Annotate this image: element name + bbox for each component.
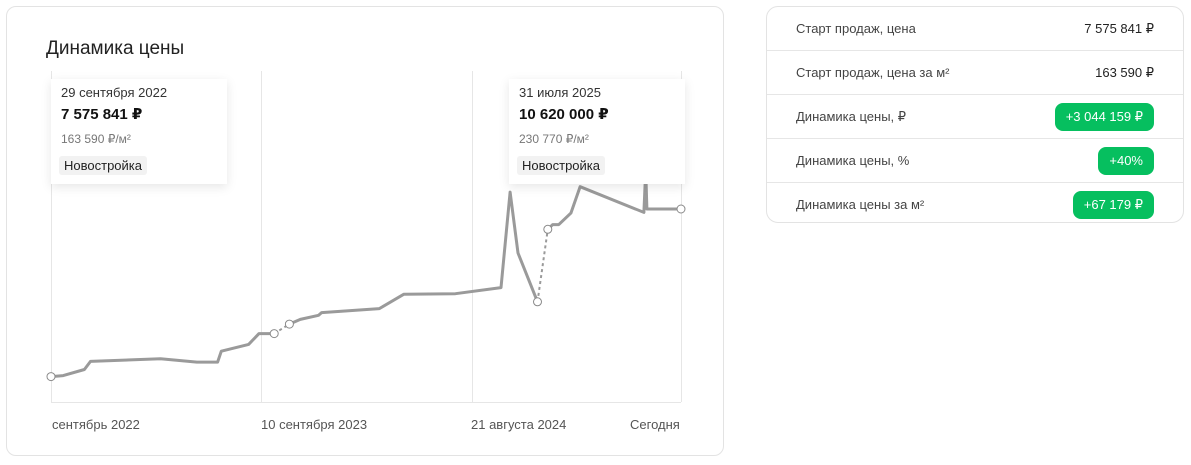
stats-row-label: Динамика цены, ₽ <box>796 109 907 124</box>
stats-row-start-price: Старт продаж, цена 7 575 841 ₽ <box>767 7 1183 51</box>
stats-row-price-change-rub: Динамика цены, ₽ +3 044 159 ₽ <box>767 95 1183 139</box>
stats-row-value: 163 590 ₽ <box>1095 65 1154 80</box>
tooltip-start-price-per-sqm: 163 590 ₽/м² <box>61 132 131 146</box>
data-point-marker-3[interactable] <box>533 297 542 307</box>
data-point-marker-5[interactable] <box>676 204 686 214</box>
price-change-percent-badge: +40% <box>1098 147 1154 175</box>
stats-row-label: Старт продаж, цена за м² <box>796 65 950 80</box>
price-change-per-sqm-badge: +67 179 ₽ <box>1072 191 1154 219</box>
price-line-segment-0-2 <box>288 190 539 326</box>
data-point-marker-4[interactable] <box>543 224 553 234</box>
stats-row-label: Динамика цены, % <box>796 153 910 168</box>
tooltip-current-price: 10 620 000 ₽ <box>519 106 609 123</box>
stats-row-label: Динамика цены за м² <box>796 197 925 212</box>
tooltip-current-badge: Новостройка <box>517 156 605 175</box>
tooltip-current-date: 31 июля 2025 <box>519 85 601 100</box>
price-line-segment-0-3 <box>536 229 549 302</box>
tooltip-start-price: 7 575 841 ₽ <box>61 106 143 123</box>
price-chart-card: Динамика цены 29 сентября 2022 7 575 841… <box>6 6 724 456</box>
x-tick-label-start: сентябрь 2022 <box>52 417 140 432</box>
price-line-segment-0-4 <box>546 168 681 231</box>
stats-row-price-change-per-sqm: Динамика цены за м² +67 179 ₽ <box>767 183 1183 222</box>
x-tick-label-aug-2024: 21 августа 2024 <box>471 417 567 432</box>
tooltip-current: 31 июля 2025 10 620 000 ₽ 230 770 ₽/м² Н… <box>509 79 685 184</box>
stats-row-value: 7 575 841 ₽ <box>1084 21 1154 36</box>
stats-row-label: Старт продаж, цена <box>796 21 916 36</box>
price-chart <box>46 71 686 403</box>
tooltip-start-date: 29 сентября 2022 <box>61 85 168 100</box>
tooltip-start: 29 сентября 2022 7 575 841 ₽ 163 590 ₽/м… <box>51 79 227 184</box>
stats-row-price-change-percent: Динамика цены, % +40% <box>767 139 1183 183</box>
chart-title: Динамика цены <box>46 38 185 59</box>
x-tick-label-sep-2023: 10 сентября 2023 <box>261 417 368 432</box>
tooltip-current-price-per-sqm: 230 770 ₽/м² <box>519 132 589 146</box>
price-line-segment-0-0 <box>50 332 275 379</box>
x-tick-label-today: Сегодня <box>630 417 680 432</box>
data-point-marker-0[interactable] <box>46 372 56 382</box>
data-point-marker-2[interactable] <box>284 319 294 329</box>
tooltip-start-badge: Новостройка <box>59 156 147 175</box>
stats-row-start-price-per-sqm: Старт продаж, цена за м² 163 590 ₽ <box>767 51 1183 95</box>
price-change-badge: +3 044 159 ₽ <box>1054 103 1154 131</box>
data-point-marker-1[interactable] <box>269 329 279 339</box>
price-stats-panel: Старт продаж, цена 7 575 841 ₽ Старт про… <box>766 6 1184 223</box>
